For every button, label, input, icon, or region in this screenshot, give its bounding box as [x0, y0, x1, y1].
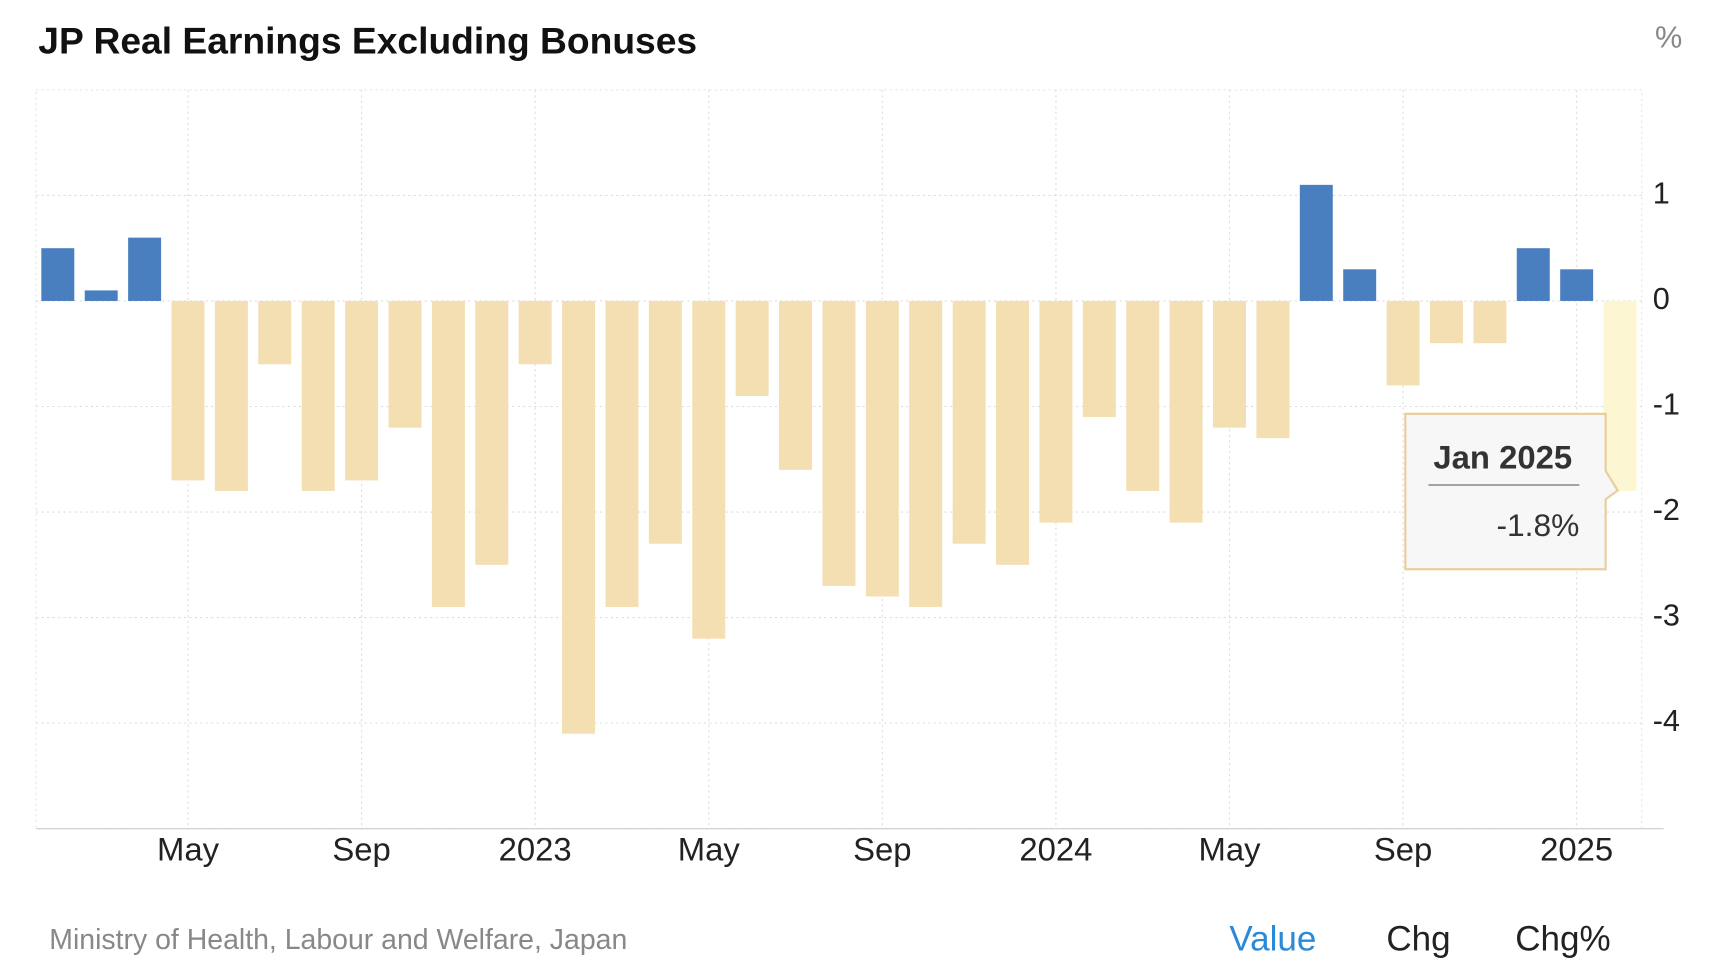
bar	[952, 300, 986, 544]
y-tick-label: -4	[1653, 704, 1680, 738]
bar	[84, 290, 118, 301]
tab[interactable]: Value	[1229, 920, 1316, 959]
bar	[258, 300, 292, 365]
tooltip-text: -1.8%	[1496, 507, 1579, 543]
bar	[1213, 300, 1246, 428]
tab[interactable]: Chg%	[1515, 920, 1610, 959]
x-tick-label: Sep	[853, 830, 911, 867]
bar	[996, 300, 1030, 565]
tooltip: Jan 2025 -1.8%	[1404, 412, 1620, 571]
tooltip-title: Jan 2025	[1433, 438, 1572, 475]
bar	[1256, 300, 1290, 439]
x-tick-label: May	[157, 830, 220, 867]
bar	[1560, 269, 1594, 301]
y-tick-label: 0	[1653, 282, 1670, 316]
x-tick-label: 2024	[1019, 830, 1092, 867]
x-tick-label: Sep	[332, 830, 390, 867]
bar	[1169, 300, 1203, 523]
x-tick-label: May	[1198, 830, 1261, 867]
bar	[822, 300, 856, 586]
tab[interactable]: Chg	[1386, 920, 1450, 959]
bar	[214, 300, 248, 491]
bar	[1603, 300, 1637, 491]
x-tick-label: May	[678, 830, 741, 867]
bar	[1516, 248, 1550, 301]
source: Ministry of Health, Labour and Welfare, …	[49, 924, 627, 956]
bar	[605, 300, 639, 608]
bar	[648, 300, 682, 544]
bar	[518, 300, 552, 365]
bar	[301, 300, 335, 491]
y-tick-label: -1	[1653, 388, 1680, 422]
bar	[475, 300, 509, 565]
bar	[1429, 300, 1463, 344]
bar	[345, 300, 379, 481]
tooltip-box	[1404, 412, 1620, 571]
bar	[1343, 269, 1377, 301]
bar	[388, 300, 422, 428]
y-tick-label: -2	[1653, 493, 1680, 527]
unit-label: %	[1655, 21, 1682, 55]
y-tick-label: 1	[1653, 177, 1670, 211]
bar	[171, 300, 205, 481]
bar	[865, 300, 899, 597]
bar	[1082, 300, 1116, 418]
bar	[1126, 300, 1160, 491]
bar	[431, 300, 465, 608]
x-tick-label: 2023	[499, 830, 572, 867]
bar	[779, 300, 813, 470]
x-tick-label: 2025	[1540, 830, 1613, 867]
bar	[909, 300, 943, 608]
bar	[128, 237, 162, 301]
y-tick-label: -3	[1653, 599, 1680, 633]
bar	[1299, 184, 1333, 301]
bar	[562, 300, 596, 734]
chart-title: JP Real Earnings Excluding Bonuses	[38, 20, 697, 62]
x-tick-label: Sep	[1374, 830, 1432, 867]
bar	[1473, 300, 1507, 344]
bar	[735, 300, 769, 396]
bar	[1039, 300, 1073, 523]
bar	[1386, 300, 1420, 386]
bar	[41, 248, 75, 301]
bar	[692, 300, 726, 639]
